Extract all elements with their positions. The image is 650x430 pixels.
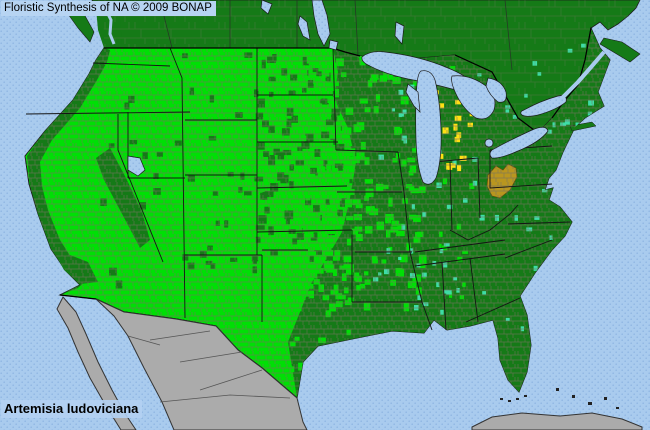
- lake-manitoba: [297, 15, 311, 41]
- puget-sound: [105, 11, 116, 45]
- green-bay: [405, 83, 421, 113]
- islands-dots: [500, 388, 619, 409]
- nova-scotia-region: [599, 37, 641, 63]
- baja-california-region: [56, 296, 137, 430]
- lake-ontario: [520, 95, 567, 117]
- mexico-region: [95, 298, 308, 430]
- state-borders-group: [25, 47, 571, 331]
- cuba-region: [471, 412, 643, 430]
- species-name-label: Artemisia ludoviciana: [1, 400, 143, 418]
- lake-winnipeg: [311, 0, 331, 47]
- mexico-state-borders: [127, 330, 291, 403]
- lake-of-the-woods: [328, 39, 339, 51]
- lake-michigan: [415, 70, 442, 185]
- great-lakes-group: [127, 0, 567, 185]
- great-salt-lake: [127, 155, 146, 177]
- st-lawrence-river: [560, 50, 606, 100]
- province-borders-group: [159, 0, 513, 71]
- lake-huron: [451, 75, 496, 120]
- lake-erie: [489, 126, 549, 159]
- lake-st-clair: [484, 138, 494, 148]
- lake-nipigon: [394, 21, 405, 45]
- northern-lake-a: [260, 0, 273, 15]
- georgian-bay: [485, 77, 507, 103]
- map-title-label: Floristic Synthesis of NA © 2009 BONAP: [1, 1, 216, 16]
